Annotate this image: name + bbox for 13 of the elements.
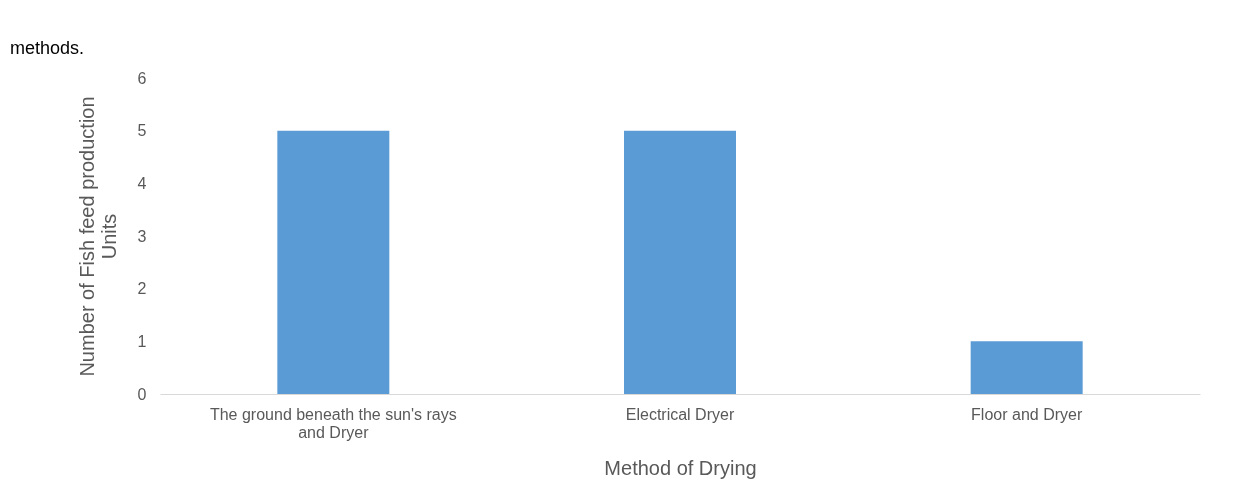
text: methods. [10,38,85,58]
x-axis-title: Method of Drying [604,456,757,479]
x-tick-label: Floor and Dryer [971,405,1083,423]
y-tick-label: 3 [137,227,147,245]
y-axis-title: Number of Fish feed production Units [75,96,120,377]
y-tick-label: 5 [137,122,147,140]
x-tick-label: The ground beneath the sun's rays and Dryer [209,405,457,441]
y-tick-label: 2 [137,280,147,298]
x-tick-label: Electrical Dryer [625,405,735,423]
y-tick-label: 4 [137,174,147,192]
y-tick-label: 1 [137,332,147,350]
y-tick-label: 0 [137,385,147,403]
y-tick-label: 6 [137,69,147,87]
